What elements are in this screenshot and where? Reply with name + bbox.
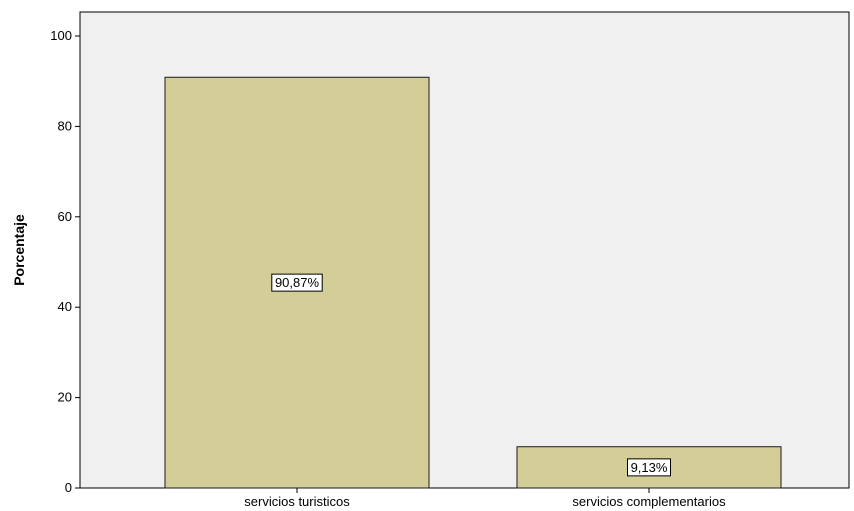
x-axis: servicios turisticos servicios complement… [244,488,726,509]
data-label: 90,87% [275,275,320,290]
x-tick-label: servicios complementarios [572,494,726,509]
y-tick-label: 60 [58,209,72,224]
y-tick-label: 0 [65,480,72,495]
data-label-box [271,273,323,292]
y-tick-label: 40 [58,299,72,314]
y-tick-label: 100 [50,28,72,43]
bars: 90,87% 9,13% [164,76,782,489]
x-tick-label: servicios turisticos [244,494,350,509]
y-tick-label: 20 [58,390,72,405]
data-label-box [627,458,671,477]
y-tick-label: 80 [58,118,72,133]
y-axis: 0 20 40 60 80 100 [50,28,80,495]
data-label: 9,13% [631,460,668,475]
y-axis-label: Porcentaje [11,214,27,286]
